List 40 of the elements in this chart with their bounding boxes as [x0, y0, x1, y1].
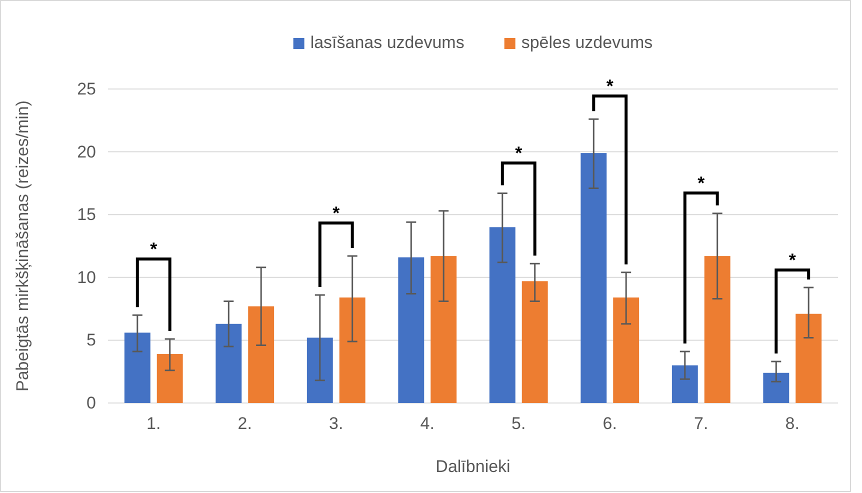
bar: [672, 365, 698, 403]
x-axis-title: Dalībnieki: [436, 457, 510, 476]
x-tick-label: 3.: [329, 414, 344, 434]
bar: [124, 332, 150, 403]
x-tick-label: 1.: [146, 414, 161, 434]
x-tick-label: 8.: [785, 414, 800, 434]
annotation: *: [788, 250, 796, 270]
bar: [156, 354, 183, 403]
annotation: *: [606, 76, 614, 96]
bar: [248, 306, 274, 403]
annotation: *: [515, 143, 522, 163]
bar: [430, 256, 457, 403]
y-axis-title: Pabeigtās mirkšķināšanas (reizes/min): [13, 100, 32, 392]
bar: [763, 372, 790, 403]
bar: [704, 256, 730, 403]
y-tick-label: 5: [86, 330, 96, 350]
y-tick-label: 15: [77, 205, 96, 224]
x-tick-label: 6.: [602, 414, 617, 434]
bar: [796, 314, 822, 403]
bar: [580, 153, 607, 403]
bar: [306, 338, 333, 403]
bar: [216, 324, 242, 403]
y-tick-label: 25: [77, 79, 96, 98]
annotation: *: [698, 173, 705, 193]
x-tick-label: 2.: [238, 414, 252, 434]
legend-label: lasīšanas uzdevums: [310, 33, 464, 52]
x-tick-label: 7.: [694, 414, 708, 434]
bar: [339, 297, 366, 403]
annotation: *: [150, 239, 158, 259]
y-tick-label: 20: [77, 142, 96, 162]
bar: [522, 281, 548, 403]
bar: [613, 297, 640, 403]
x-tick-label: 5.: [512, 414, 526, 434]
y-tick-label: 0: [86, 393, 96, 412]
legend-label: spēles uzdevums: [521, 33, 653, 52]
bar: [398, 257, 424, 403]
y-tick-label: 10: [77, 268, 96, 287]
x-tick-label: 4.: [420, 414, 434, 434]
annotation: *: [332, 203, 340, 223]
bar: [489, 227, 516, 403]
